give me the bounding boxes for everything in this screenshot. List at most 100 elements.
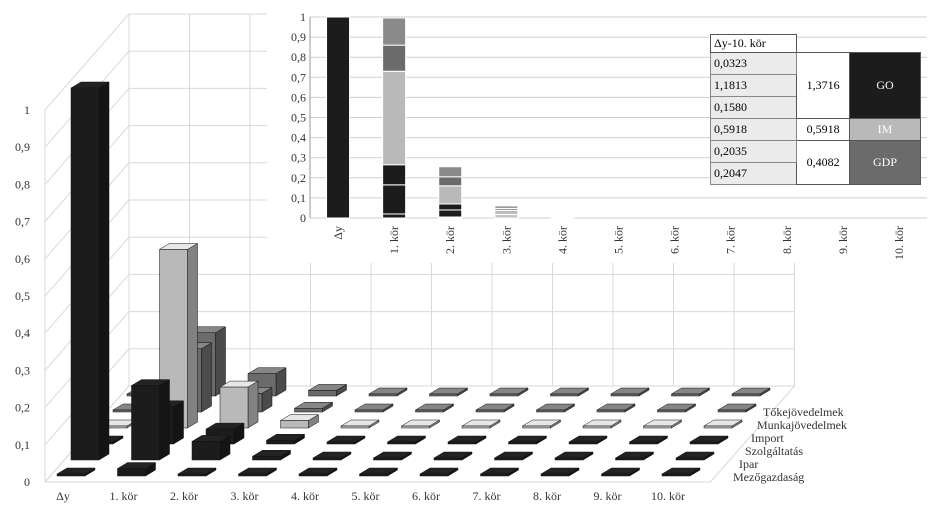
bar-3d bbox=[414, 403, 455, 413]
y-tick-label: 0,5 bbox=[15, 289, 30, 303]
y-tick-label: 0,4 bbox=[15, 326, 30, 340]
series-label: Mezőgazdaság bbox=[733, 470, 804, 484]
y-tick-label: 0,7 bbox=[15, 215, 30, 229]
bar-3d bbox=[372, 451, 413, 461]
inset-y-tick-label: 0,9 bbox=[291, 30, 306, 44]
inset-x-tick-label: 1. kör bbox=[387, 226, 401, 254]
bar-front bbox=[536, 409, 565, 413]
bar-front bbox=[308, 390, 337, 397]
bar-3d bbox=[614, 451, 655, 461]
bar-3d bbox=[326, 435, 366, 445]
table-sum-go: 1,3716 bbox=[796, 52, 850, 119]
series-label: Tőkejövedelmek bbox=[763, 405, 844, 419]
bar-side bbox=[159, 379, 170, 461]
bar-front bbox=[540, 473, 570, 477]
bar-3d bbox=[70, 81, 110, 461]
bar-front bbox=[401, 425, 430, 429]
inset-y-tick-label: 0,4 bbox=[291, 131, 306, 145]
bar-front bbox=[117, 468, 146, 477]
bar-front bbox=[419, 473, 449, 477]
bar-front bbox=[70, 87, 100, 461]
bar-front bbox=[252, 456, 281, 461]
x-tick-label: 10. kör bbox=[651, 489, 685, 503]
bar-3d bbox=[56, 467, 96, 477]
x-tick-label: 4. kör bbox=[291, 489, 319, 503]
inset-bar-segment bbox=[494, 205, 519, 209]
bar-3d bbox=[549, 387, 590, 397]
legend-im: IM bbox=[849, 118, 921, 141]
bar-3d bbox=[600, 467, 641, 477]
bar-front bbox=[508, 441, 537, 445]
inset-bar-segment bbox=[382, 184, 407, 215]
bar-side bbox=[201, 342, 212, 413]
bar-3d bbox=[358, 467, 399, 477]
bar-3d bbox=[661, 467, 701, 477]
bar-3d bbox=[368, 387, 408, 397]
bar-3d bbox=[419, 467, 459, 477]
bar-front bbox=[415, 409, 444, 413]
inset-x-tick-label: 7. kör bbox=[724, 226, 738, 254]
series-label: Import bbox=[751, 431, 784, 445]
bar-side bbox=[98, 81, 110, 461]
inset-x-tick-label: 8. kör bbox=[780, 226, 794, 254]
bar-3d bbox=[433, 451, 473, 461]
inset-x-tick-label: 6. kör bbox=[668, 226, 682, 254]
bar-3d bbox=[447, 435, 487, 445]
bar-front bbox=[266, 440, 295, 445]
bar-front bbox=[550, 393, 579, 397]
inset-bar-segment bbox=[382, 70, 407, 166]
bar-3d bbox=[479, 467, 520, 477]
bar-front bbox=[615, 457, 644, 461]
bar-3d bbox=[540, 467, 580, 477]
inset-bar-segment bbox=[438, 209, 463, 218]
bar-3d bbox=[568, 435, 608, 445]
bar-3d bbox=[177, 467, 217, 477]
inset-x-tick-label: 9. kör bbox=[836, 226, 850, 254]
bar-3d bbox=[596, 403, 636, 413]
bar-3d bbox=[340, 419, 380, 429]
inset-y-tick-label: 0,1 bbox=[291, 191, 306, 205]
bar-front bbox=[657, 409, 686, 413]
bar-front bbox=[56, 473, 86, 477]
bar-front bbox=[582, 425, 612, 429]
bar-3d bbox=[689, 435, 729, 445]
table-sum-gdp: 0,4082 bbox=[796, 140, 850, 185]
inset-bar-segment bbox=[438, 166, 463, 178]
bar-3d bbox=[675, 451, 715, 461]
series-label: Szolgáltatás bbox=[745, 444, 803, 458]
bar-front bbox=[703, 425, 733, 429]
y-tick-label: 0,2 bbox=[15, 401, 30, 415]
inset-y-tick-label: 0,2 bbox=[291, 171, 306, 185]
bar-front bbox=[494, 457, 523, 461]
bar-front bbox=[596, 409, 626, 413]
bar-front bbox=[280, 420, 309, 429]
bar-side bbox=[187, 242, 198, 429]
x-tick-label: 2. kör bbox=[170, 489, 198, 503]
bar-3d bbox=[582, 419, 622, 429]
inset-bar-segment bbox=[494, 209, 519, 215]
x-tick-label: 9. kör bbox=[594, 489, 622, 503]
bar-3d bbox=[191, 434, 231, 461]
inset-x-tick-label: 5. kör bbox=[612, 226, 626, 254]
table-value-3: 0,5918 bbox=[709, 118, 798, 141]
inset-bar-segment bbox=[382, 44, 407, 72]
x-tick-label: 8. kör bbox=[533, 489, 561, 503]
bar-front bbox=[340, 425, 370, 429]
inset-y-tick-label: 0,3 bbox=[291, 151, 306, 165]
inset-bar-segment bbox=[382, 213, 407, 219]
bar-side bbox=[173, 400, 184, 445]
legend-go: GO bbox=[849, 52, 921, 119]
bar-front bbox=[191, 441, 221, 461]
bar-3d bbox=[731, 387, 771, 397]
bar-3d bbox=[130, 379, 171, 461]
inset-bar-segment bbox=[326, 16, 351, 219]
bar-3d bbox=[554, 451, 594, 461]
bar-3d bbox=[265, 433, 306, 445]
bar-front bbox=[568, 441, 598, 445]
bar-front bbox=[461, 425, 491, 429]
bar-3d bbox=[703, 419, 743, 429]
table-value-1: 1,1813 bbox=[709, 74, 798, 97]
bar-3d bbox=[656, 403, 697, 413]
y-tick-label: 0,3 bbox=[15, 363, 30, 377]
bar-front bbox=[480, 473, 509, 477]
